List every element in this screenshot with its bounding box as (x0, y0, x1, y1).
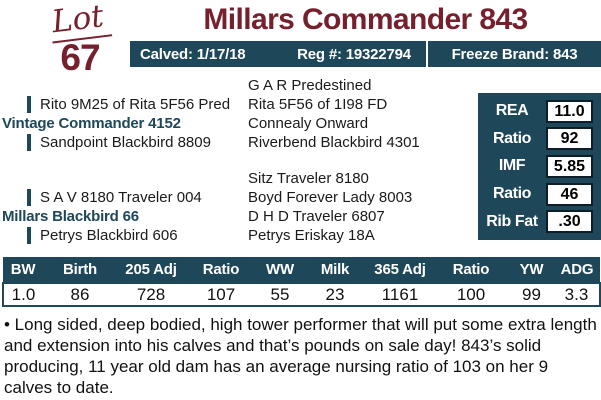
bar-divider (426, 41, 428, 67)
lot-number: 67 (60, 37, 100, 78)
grandsire-name: S A V 8180 Traveler 004 (40, 189, 202, 206)
dam-pedigree-group: Sitz Traveler 8180 S A V 8180 Traveler 0… (2, 169, 420, 245)
stat-row: REA 11.0 (478, 99, 601, 123)
table-cell: 3.3 (564, 284, 589, 304)
column-header: WW (257, 257, 303, 283)
great-grandparent-name: Connealy Onward (248, 115, 369, 132)
pedigree-tick-bar (27, 134, 31, 151)
stat-value: .30 (546, 210, 593, 234)
table-cell: 1.0 (11, 284, 36, 304)
column-header: BW (3, 257, 43, 283)
sire-pedigree-group: G A R Predestined Rito 9M25 of Rita 5F56… (2, 76, 420, 152)
lot-block: Lot 67 (36, 0, 124, 76)
pedigree-row: Sandpoint Blackbird 8809 Riverbend Black… (2, 133, 420, 152)
carcass-stats-block: REA 11.0 Ratio 92 IMF 5.85 Ratio 46 Rib … (478, 93, 601, 240)
pedigree: G A R Predestined Rito 9M25 of Rita 5F56… (2, 76, 420, 262)
stat-value: 11.0 (546, 99, 593, 123)
grandsire-name: Rito 9M25 of Rita 5F56 Pred (40, 96, 231, 113)
great-grandparent-name: Petrys Eriskay 18A (248, 227, 375, 244)
performance-table: BW Birth 205 Adj Ratio WW Milk 365 Adj R… (2, 257, 600, 307)
pedigree-row: Petrys Blackbird 606 Petrys Eriskay 18A (2, 226, 420, 245)
sale-description: • Long sided, deep bodied, high tower pe… (4, 315, 597, 397)
performance-header-row: BW Birth 205 Adj Ratio WW Milk 365 Adj R… (3, 257, 600, 283)
stat-value: 92 (546, 127, 593, 151)
column-header: Ratio (185, 257, 257, 283)
dam-name: Millars Blackbird 66 (2, 208, 139, 225)
pedigree-tick-bar (27, 96, 31, 113)
pedigree-row: Millars Blackbird 66 D H D Traveler 6807 (2, 207, 420, 226)
stat-value: 5.85 (546, 154, 593, 178)
stat-row: Rib Fat .30 (478, 210, 601, 234)
table-cell: 100 (456, 284, 486, 304)
freeze-brand: Freeze Brand: 843 (451, 45, 578, 63)
table-cell: 23 (325, 284, 345, 304)
pedigree-row: Rito 9M25 of Rita 5F56 Pred Rita 5F56 of… (2, 95, 420, 114)
column-header: Ratio (433, 257, 509, 283)
table-cell: 99 (522, 284, 541, 304)
great-grandparent-name: Sitz Traveler 8180 (248, 170, 369, 187)
stat-label: REA (495, 102, 529, 120)
great-grandparent-name: Boyd Forever Lady 8003 (248, 189, 413, 206)
info-bar: Calved: 1/17/18 Reg #: 19322794 Freeze B… (130, 41, 601, 67)
pedigree-tick-bar (27, 227, 31, 244)
pedigree-row: Vintage Commander 4152 Connealy Onward (2, 114, 420, 133)
stat-label: Rib Fat (486, 212, 538, 230)
great-grandparent-name: Rita 5F56 of 1I98 FD (248, 96, 388, 113)
stat-label: Ratio (492, 185, 531, 203)
stat-value: 46 (546, 182, 593, 206)
column-header: Birth (43, 257, 117, 283)
table-cell: 86 (70, 284, 90, 304)
lot-label: Lot (47, 0, 113, 44)
stat-label: IMF (498, 157, 526, 175)
stat-row: Ratio 46 (478, 182, 601, 206)
stat-label: Ratio (492, 129, 531, 147)
granddam-name: Petrys Blackbird 606 (40, 227, 178, 244)
table-cell: 55 (270, 284, 290, 304)
stat-row: IMF 5.85 (478, 154, 601, 178)
table-cell: 1161 (381, 284, 419, 304)
calved-date: Calved: 1/17/18 (140, 45, 246, 63)
column-header: 205 Adj (117, 257, 185, 283)
great-grandparent-name: Riverbend Blackbird 4301 (248, 134, 420, 151)
great-grandparent-name: G A R Predestined (248, 77, 372, 94)
pedigree-row: S A V 8180 Traveler 004 Boyd Forever Lad… (2, 188, 420, 207)
pedigree-tick-bar (27, 189, 31, 206)
sire-name: Vintage Commander 4152 (2, 115, 181, 132)
pedigree-row: G A R Predestined (2, 76, 420, 95)
granddam-name: Sandpoint Blackbird 8809 (40, 134, 211, 151)
registration-number: Reg #: 19322794 (297, 45, 411, 63)
performance-values-row: 1.0 86 728 107 55 23 1161 100 99 3.3 (3, 283, 600, 306)
page-title: Millars Commander 843 (203, 3, 528, 36)
table-cell: 107 (206, 284, 236, 304)
column-header: ADG (554, 257, 600, 283)
stat-row: Ratio 92 (478, 127, 601, 151)
table-cell: 728 (136, 284, 166, 304)
column-header: YW (509, 257, 554, 283)
pedigree-row: Sitz Traveler 8180 (2, 169, 420, 188)
column-header: Milk (303, 257, 367, 283)
great-grandparent-name: D H D Traveler 6807 (248, 208, 385, 225)
column-header: 365 Adj (367, 257, 433, 283)
